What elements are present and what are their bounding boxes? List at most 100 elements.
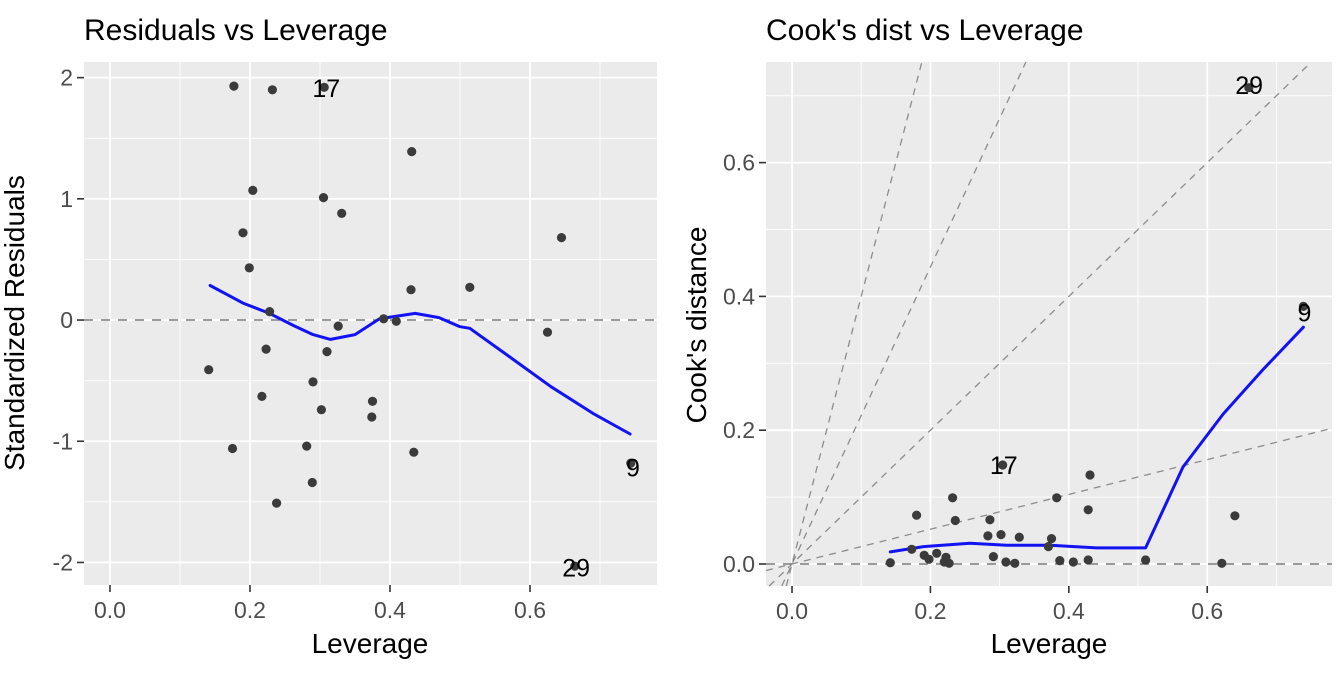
y-tick-label: 0.2 xyxy=(723,417,755,443)
scatter-point xyxy=(1001,557,1011,567)
y-tick-label: 2 xyxy=(60,65,73,91)
x-tick-label: 0.4 xyxy=(374,597,406,623)
left-chart-title: Residuals vs Leverage xyxy=(84,14,388,47)
scatter-point xyxy=(996,530,1006,540)
scatter-point xyxy=(948,493,958,503)
scatter-point xyxy=(1230,511,1240,521)
x-tick-label: 0.0 xyxy=(94,597,126,623)
x-tick-label: 0.0 xyxy=(776,598,808,624)
scatter-point xyxy=(1046,534,1057,544)
scatter-point xyxy=(248,185,258,195)
right-y-axis-label: Cook's distance xyxy=(681,227,712,424)
y-tick-label: 0.4 xyxy=(723,283,755,309)
scatter-point xyxy=(885,558,895,568)
smooth-line xyxy=(208,284,632,436)
scatter-point xyxy=(333,321,343,331)
scatter-point xyxy=(542,327,553,337)
point-label: 9 xyxy=(626,454,640,482)
scatter-point xyxy=(265,307,275,317)
y-tick-label: 0.0 xyxy=(723,551,755,577)
right-plot-area: 17 9 29 0.0 0.2 0.4 0.6 0.0 0.2 0.4 0.6 xyxy=(723,61,1333,624)
scatter-point xyxy=(257,391,267,401)
scatter-point xyxy=(1141,555,1151,565)
scatter-point xyxy=(983,531,993,541)
scatter-point xyxy=(1055,556,1065,566)
point-label: 17 xyxy=(990,452,1018,480)
scatter-point xyxy=(407,147,417,157)
scatter-point xyxy=(1010,558,1020,568)
scatter-point xyxy=(307,477,317,488)
scatter-point xyxy=(556,233,567,243)
left-y-axis-label: Standardized Residuals xyxy=(0,175,30,471)
point-label: 9 xyxy=(1298,300,1312,328)
scatter-point xyxy=(391,316,401,326)
panel-background xyxy=(766,62,1332,586)
scatter-point xyxy=(238,228,248,238)
y-tick-label: -1 xyxy=(53,428,73,454)
scatter-point xyxy=(272,498,282,508)
scatter-point xyxy=(319,82,329,92)
point-label: 29 xyxy=(562,554,590,582)
scatter-point xyxy=(244,263,254,273)
scatter-point xyxy=(204,365,214,375)
right-chart: Cook's dist vs Leverage Leverage Cook's … xyxy=(681,14,1333,659)
scatter-point xyxy=(367,412,377,422)
scatter-point xyxy=(302,441,312,451)
cooks-contour-guide-line xyxy=(765,427,1333,572)
y-tick-label: 0.6 xyxy=(723,150,755,176)
x-tick-label: 0.2 xyxy=(234,597,266,623)
scatter-point xyxy=(1014,532,1024,542)
left-plot-area: 17 9 29 0.0 0.2 0.4 0.6 -2 -1 0 1 2 xyxy=(53,62,657,623)
y-tick-label: 1 xyxy=(60,186,73,212)
x-tick-label: 0.6 xyxy=(1191,598,1223,624)
scatter-point xyxy=(1244,83,1254,93)
scatter-point xyxy=(379,314,389,324)
scatter-point xyxy=(229,81,239,91)
scatter-point xyxy=(261,344,271,354)
x-tick-label: 0.6 xyxy=(514,597,546,623)
right-chart-title: Cook's dist vs Leverage xyxy=(766,14,1084,47)
scatter-point xyxy=(998,460,1008,470)
left-x-axis-label: Leverage xyxy=(312,628,429,659)
point-label: 29 xyxy=(1235,72,1263,100)
scatter-point xyxy=(912,510,922,520)
cooks-contour-guide-line xyxy=(768,61,1312,587)
scatter-point xyxy=(316,405,326,415)
left-chart: Residuals vs Leverage Leverage Standardi… xyxy=(0,14,657,659)
scatter-point xyxy=(318,193,329,203)
right-x-axis-label: Leverage xyxy=(991,628,1108,659)
scatter-point xyxy=(1083,505,1093,515)
y-tick-label: -2 xyxy=(53,549,73,575)
scatter-point xyxy=(337,208,347,218)
smooth-line xyxy=(888,325,1305,554)
scatter-point xyxy=(227,443,238,454)
point-label: 17 xyxy=(312,75,340,103)
scatter-point xyxy=(626,458,636,468)
scatter-point xyxy=(1217,558,1227,568)
scatter-point xyxy=(406,285,416,295)
scatter-point xyxy=(944,558,954,568)
scatter-point xyxy=(932,548,942,558)
scatter-point xyxy=(267,85,277,95)
scatter-point xyxy=(924,554,934,564)
scatter-point xyxy=(985,515,995,525)
cooks-contour-guide-line xyxy=(781,61,1027,587)
scatter-point xyxy=(367,396,378,406)
scatter-point xyxy=(322,347,332,357)
scatter-point xyxy=(907,544,917,554)
scatter-point xyxy=(1298,301,1308,311)
scatter-point xyxy=(1068,557,1078,567)
y-tick-label: 0 xyxy=(60,307,73,333)
scatter-point xyxy=(409,447,419,457)
scatter-point xyxy=(465,282,475,292)
x-tick-label: 0.2 xyxy=(914,598,946,624)
scatter-point xyxy=(308,377,318,387)
scatter-point xyxy=(1085,470,1095,480)
scatter-point xyxy=(570,561,580,571)
scatter-point xyxy=(1083,555,1093,565)
x-tick-label: 0.4 xyxy=(1053,598,1085,624)
scatter-point xyxy=(1043,542,1053,552)
scatter-point xyxy=(988,552,999,562)
